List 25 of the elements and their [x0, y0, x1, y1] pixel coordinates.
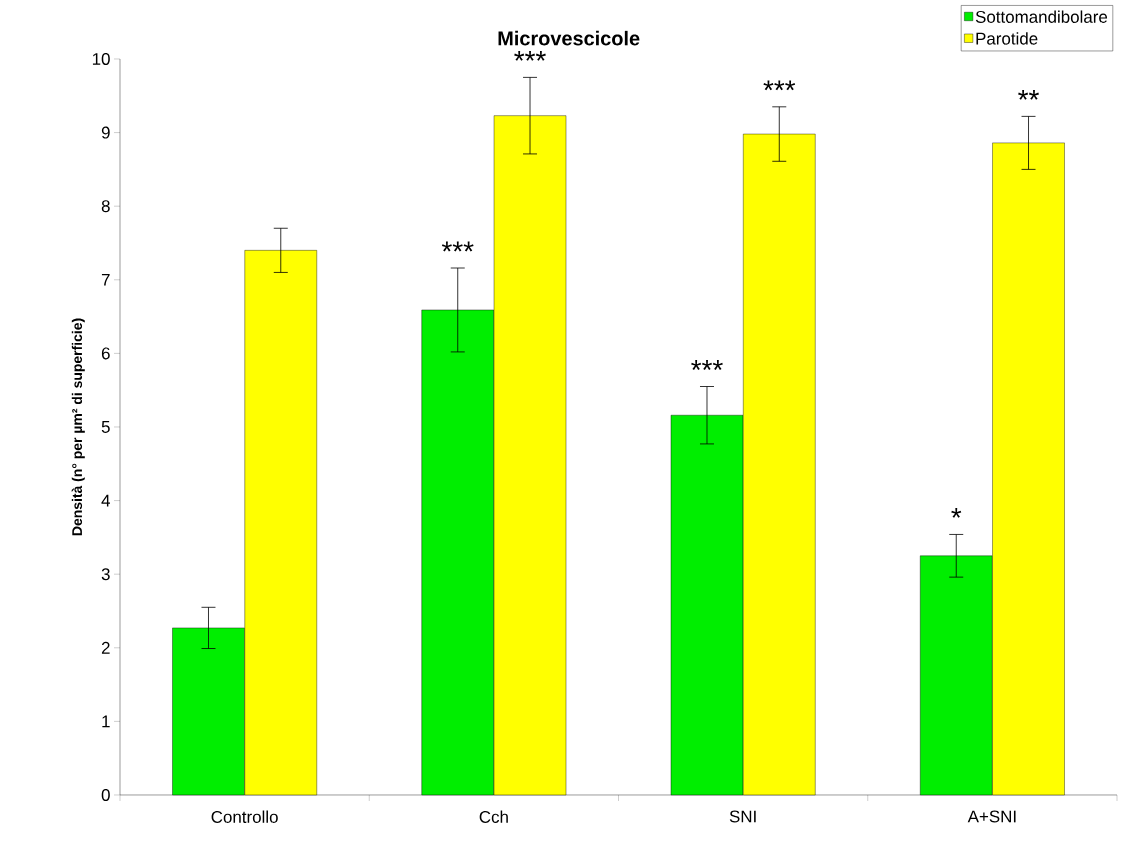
legend-label: Parotide: [976, 32, 1038, 45]
x-tick-label: Cch: [479, 810, 508, 823]
annotation: ***: [763, 80, 796, 91]
annotation: **: [1018, 90, 1039, 100]
annotation: ***: [514, 51, 546, 61]
y-tick-label: 7: [101, 273, 110, 286]
y-tick-label: 6: [101, 347, 110, 360]
y-tick-label: 4: [101, 494, 110, 507]
annotation: ***: [441, 241, 474, 252]
y-tick-label: 3: [101, 568, 110, 581]
annotation: *: [951, 508, 962, 518]
x-tick-label: Controllo: [211, 810, 278, 823]
y-tick-label: 8: [101, 200, 110, 213]
y-tick-label: 9: [101, 126, 110, 139]
y-tick-label: 10: [92, 52, 110, 65]
y-tick-label: 2: [101, 641, 110, 654]
y-tick-label: 1: [102, 715, 110, 728]
annotation: ***: [691, 360, 723, 370]
legend-label: Sottomandibolare: [975, 10, 1108, 23]
y-tick-label: 0: [101, 788, 110, 801]
x-tick-label: SNI: [729, 810, 756, 823]
chart-title: Microvescicole: [498, 30, 640, 46]
x-tick-label: A+SNI: [967, 810, 1016, 823]
y-axis-title: Densità (n° per µm² di superficie): [71, 318, 85, 536]
y-tick-label: 5: [101, 421, 110, 433]
